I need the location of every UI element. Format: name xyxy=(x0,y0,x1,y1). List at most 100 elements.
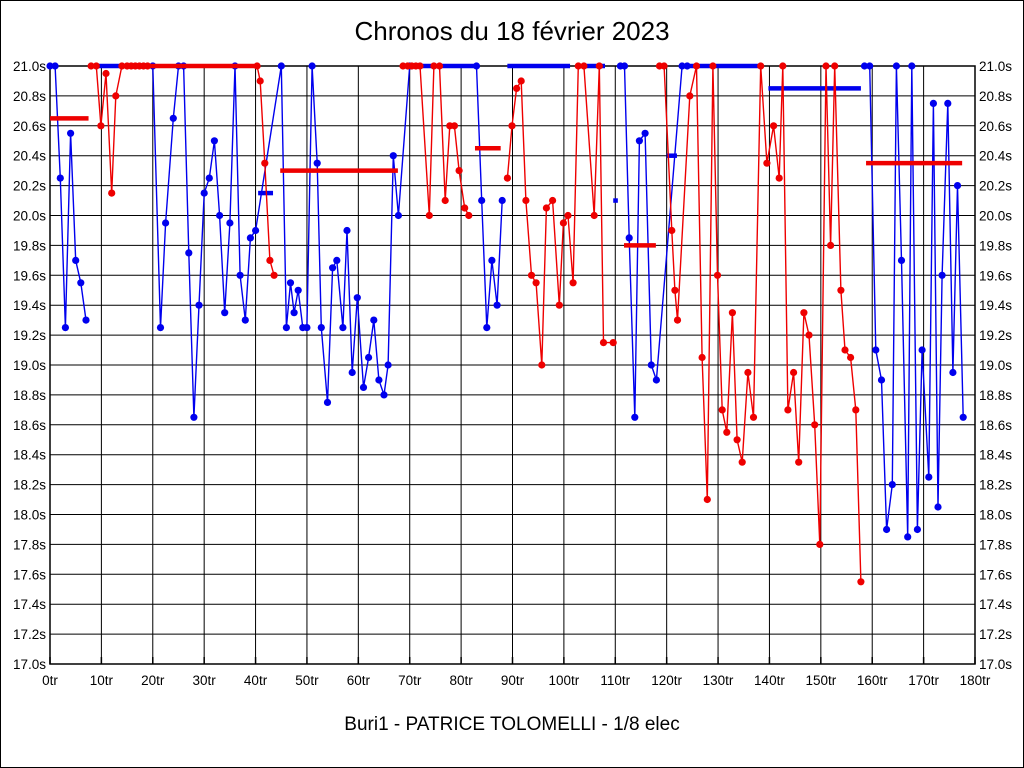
x-tick-label: 160tr xyxy=(857,673,888,688)
x-tick-label: 170tr xyxy=(908,673,939,688)
serie-rouge-point xyxy=(538,361,546,369)
serie-bleue-point xyxy=(883,525,891,534)
y-tick-label-left: 19.8s xyxy=(13,238,46,253)
serie-rouge-point xyxy=(692,62,701,70)
y-tick-label-right: 20.4s xyxy=(979,149,1012,164)
serie-bleue-point xyxy=(72,256,80,264)
serie-bleue-point xyxy=(226,219,234,227)
serie-rouge-point xyxy=(441,196,449,205)
serie-rouge-point xyxy=(461,204,469,212)
serie-rouge-point xyxy=(564,211,572,220)
serie-bleue-point xyxy=(892,62,901,70)
y-tick-label-left: 18.6s xyxy=(13,418,46,433)
serie-bleue-point xyxy=(929,99,938,107)
x-tick-label: 30tr xyxy=(193,673,217,688)
y-tick-label-left: 20.0s xyxy=(13,209,46,224)
serie-bleue-point xyxy=(913,525,922,534)
serie-rouge-point xyxy=(455,167,463,175)
serie-bleue-point xyxy=(498,196,506,205)
serie-bleue-point xyxy=(317,324,325,332)
serie-rouge-line xyxy=(256,65,275,276)
serie-bleue-point xyxy=(200,189,208,197)
serie-rouge-point xyxy=(718,406,726,414)
serie-bleue-point xyxy=(205,174,213,182)
serie-bleue-point xyxy=(908,62,916,70)
serie-rouge-point xyxy=(660,62,668,70)
serie-bleue-point xyxy=(652,376,661,384)
serie-bleue-point xyxy=(904,533,912,541)
serie-bleue-point xyxy=(195,301,203,309)
serie-bleue-point xyxy=(897,256,906,264)
x-tick-label: 20tr xyxy=(141,673,165,688)
x-tick-label: 100tr xyxy=(548,673,579,688)
serie-bleue-point xyxy=(938,271,946,279)
serie-rouge-point xyxy=(555,301,563,309)
serie-rouge-point xyxy=(430,62,438,70)
serie-bleue-point xyxy=(294,286,302,294)
serie-bleue-point xyxy=(375,376,383,384)
serie-rouge-line xyxy=(403,65,470,216)
serie-rouge-point xyxy=(713,271,722,279)
y-tick-label-left: 19.0s xyxy=(13,358,46,373)
serie-bleue-point xyxy=(241,316,249,324)
y-tick-label-left: 20.4s xyxy=(13,149,46,164)
serie-bleue-point xyxy=(625,234,633,242)
y-tick-label-left: 17.4s xyxy=(13,597,46,612)
serie-rouge-point xyxy=(542,204,551,212)
serie-bleue-point xyxy=(384,361,392,369)
x-tick-label: 0tr xyxy=(42,673,58,688)
serie-rouge-point xyxy=(92,62,100,70)
serie-bleue-point xyxy=(348,368,356,377)
y-tick-label-left: 20.6s xyxy=(13,119,46,134)
serie-rouge-line xyxy=(91,65,148,194)
serie-bleue-line xyxy=(864,65,964,537)
serie-bleue-point xyxy=(277,62,285,70)
x-tick-label: 110tr xyxy=(600,673,630,688)
serie-rouge-line xyxy=(659,65,862,582)
serie-rouge-point xyxy=(686,92,694,100)
serie-rouge-point xyxy=(425,211,433,220)
x-tick-label: 140tr xyxy=(754,673,785,688)
serie-bleue-point xyxy=(365,353,373,362)
serie-rouge-point xyxy=(108,189,116,197)
serie-rouge-point xyxy=(569,279,577,287)
y-tick-label-right: 19.2s xyxy=(979,328,1012,343)
serie-rouge-point xyxy=(728,309,737,317)
serie-bleue-point xyxy=(678,62,686,70)
serie-rouge-point xyxy=(779,62,787,70)
y-tick-label-left: 19.6s xyxy=(13,268,46,283)
serie-rouge-point xyxy=(784,406,792,414)
serie-bleue-line xyxy=(50,65,87,328)
serie-bleue-point xyxy=(683,62,691,70)
y-tick-label-right: 20.6s xyxy=(979,119,1012,134)
serie-rouge-point xyxy=(270,271,278,279)
y-tick-label-left: 21.0s xyxy=(13,59,46,74)
serie-bleue-point xyxy=(46,62,54,70)
serie-bleue-point xyxy=(290,309,298,317)
x-tick-label: 70tr xyxy=(398,673,422,688)
serie-rouge-line xyxy=(506,65,614,366)
serie-rouge-point xyxy=(450,122,458,130)
serie-rouge-point xyxy=(532,279,540,287)
serie-bleue-point xyxy=(635,137,644,145)
serie-rouge-point xyxy=(857,578,865,586)
x-tick-label: 120tr xyxy=(651,673,682,688)
y-tick-label-left: 17.8s xyxy=(13,537,46,552)
serie-rouge-point xyxy=(749,413,758,421)
chart-caption: Buri1 - PATRICE TOLOMELLI - 1/8 elec xyxy=(344,714,680,735)
serie-rouge-point xyxy=(816,540,824,549)
y-tick-label-left: 17.2s xyxy=(13,627,46,642)
serie-rouge-point xyxy=(703,495,711,504)
serie-bleue-point xyxy=(631,413,639,421)
serie-bleue-point xyxy=(866,62,874,70)
y-tick-label-right: 20.2s xyxy=(979,179,1012,194)
serie-bleue-point xyxy=(877,376,886,384)
serie-rouge-point xyxy=(590,211,598,220)
serie-rouge-point xyxy=(522,196,530,205)
y-tick-label-left: 17.6s xyxy=(13,567,46,582)
serie-rouge-point xyxy=(508,122,516,130)
serie-bleue-point xyxy=(286,279,295,287)
serie-rouge-point xyxy=(763,159,771,167)
x-tick-label: 130tr xyxy=(703,673,734,688)
serie-rouge-point xyxy=(97,122,105,130)
